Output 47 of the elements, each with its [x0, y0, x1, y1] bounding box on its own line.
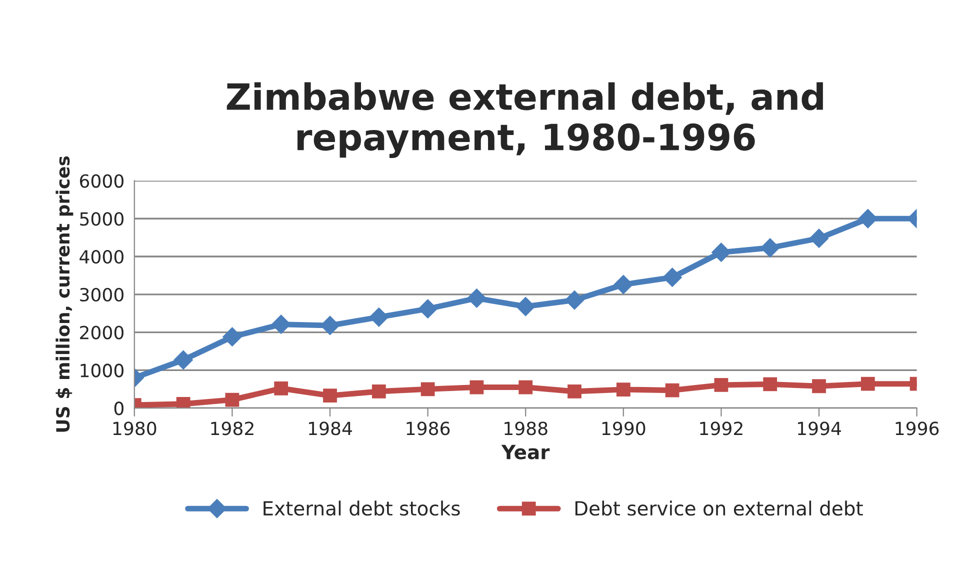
point	[860, 376, 875, 391]
x-tick-label: 1994	[798, 422, 841, 436]
x-tick-label: 1984	[309, 422, 352, 436]
chart-title: Zimbabwe external debt, and repayment, 1980-1996	[226, 82, 823, 158]
point	[418, 298, 438, 319]
point	[812, 379, 826, 394]
point	[809, 228, 829, 248]
legend-label: External debt stocks	[264, 500, 460, 516]
x-tick-label: 1996	[896, 422, 939, 436]
point	[323, 388, 337, 403]
point	[714, 378, 728, 392]
point	[470, 380, 484, 394]
point	[662, 268, 682, 288]
point	[466, 288, 487, 308]
point	[616, 382, 630, 396]
point	[665, 383, 680, 398]
y-tick-label: 3000	[80, 288, 124, 302]
point	[568, 384, 582, 398]
x-tick-label: 1992	[700, 422, 742, 436]
x-axis-title: Year	[501, 444, 550, 460]
point	[516, 296, 536, 316]
x-tick-label: 1988	[504, 422, 548, 436]
x-tick-label: 1986	[406, 422, 450, 436]
y-tick-label: 5000	[80, 212, 124, 226]
point	[564, 290, 584, 310]
y-tick-label: 0	[114, 402, 124, 416]
y-tick-label: 1000	[80, 364, 124, 378]
point	[760, 238, 780, 258]
y-axis-title: US $ million, current prices	[56, 156, 74, 432]
point	[274, 381, 288, 396]
point	[173, 350, 194, 370]
point	[225, 392, 240, 407]
point	[372, 384, 386, 398]
x-tick-label: 1980	[113, 422, 156, 436]
y-tick-label: 4000	[80, 250, 124, 264]
point	[711, 242, 732, 262]
y-tick-label: 2000	[80, 326, 124, 340]
point	[763, 377, 778, 392]
point	[420, 382, 435, 396]
x-tick-label: 1982	[211, 422, 254, 436]
point	[369, 307, 389, 327]
point	[614, 274, 634, 294]
point	[518, 380, 533, 394]
legend-label: Debt service on external debt	[575, 500, 863, 516]
y-tick-label: 6000	[80, 174, 124, 188]
x-tick-label: 1990	[602, 422, 646, 436]
point	[222, 327, 242, 347]
